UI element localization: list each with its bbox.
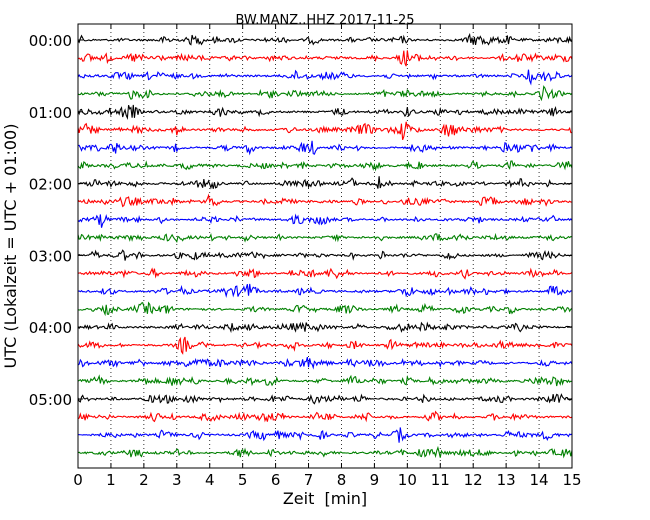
x-tick-label: 0 [73,471,83,489]
seismogram-trace [77,121,572,141]
x-axis-ticks: 0 1 2 3 4 5 6 7 8 9 10 11 12 13 14 15 [73,24,582,489]
y-axis-label: UTC (Lokalzeit = UTC + 01:00) [1,124,20,369]
x-tick-label: 12 [464,471,483,489]
y-tick-label: 03:00 [29,247,72,265]
x-tick-label: 10 [398,471,417,489]
x-tick-label: 3 [172,471,182,489]
x-tick-label: 9 [370,471,380,489]
y-tick-label: 02:00 [29,176,72,194]
seismogram-trace [77,176,573,190]
seismogram-trace [77,356,573,370]
seismogram-trace [77,50,573,67]
seismogram-trace [77,410,573,423]
seismogram-trace [77,69,573,86]
seismogram-trace [77,140,573,156]
seismogram-trace [77,213,573,228]
plot-frame [77,23,573,469]
chart-title: BW.MANZ..HHZ 2017-11-25 [235,13,414,28]
seismogram-trace [77,393,573,405]
seismogram-trace [77,427,573,443]
x-tick-label: 4 [205,471,215,489]
x-tick-label: 1 [106,471,116,489]
seismogram-traces [77,32,573,459]
seismogram-trace [77,321,573,334]
seismogram-trace [77,32,573,46]
y-tick-label: 05:00 [29,391,72,409]
seismogram-trace [77,283,573,298]
x-tick-label: 11 [431,471,450,489]
seismogram-trace [77,445,573,459]
seismogram-trace [77,374,573,387]
y-axis-ticks: 00:00 01:00 02:00 03:00 04:00 05:00 [29,32,572,409]
seismogram-trace [77,301,573,317]
seismogram-trace [77,85,573,102]
x-tick-label: 15 [562,471,581,489]
y-tick-label: 00:00 [29,32,72,50]
seismogram-trace [77,249,573,261]
x-axis-label: Zeit [min] [283,489,367,508]
x-tick-label: 13 [497,471,516,489]
y-tick-label: 01:00 [29,104,72,122]
seismogram-trace [77,267,573,280]
seismogram-trace [77,104,573,121]
x-tick-label: 14 [530,471,549,489]
y-tick-label: 04:00 [29,319,72,337]
x-tick-label: 6 [271,471,281,489]
vertical-grid [110,24,540,468]
x-tick-label: 7 [304,471,314,489]
seismogram-trace [77,336,573,355]
seismogram-trace [77,232,573,243]
x-tick-label: 5 [238,471,248,489]
seismogram-trace [77,160,573,172]
x-tick-label: 2 [139,471,149,489]
seismogram-trace [77,193,573,208]
x-tick-label: 8 [337,471,347,489]
